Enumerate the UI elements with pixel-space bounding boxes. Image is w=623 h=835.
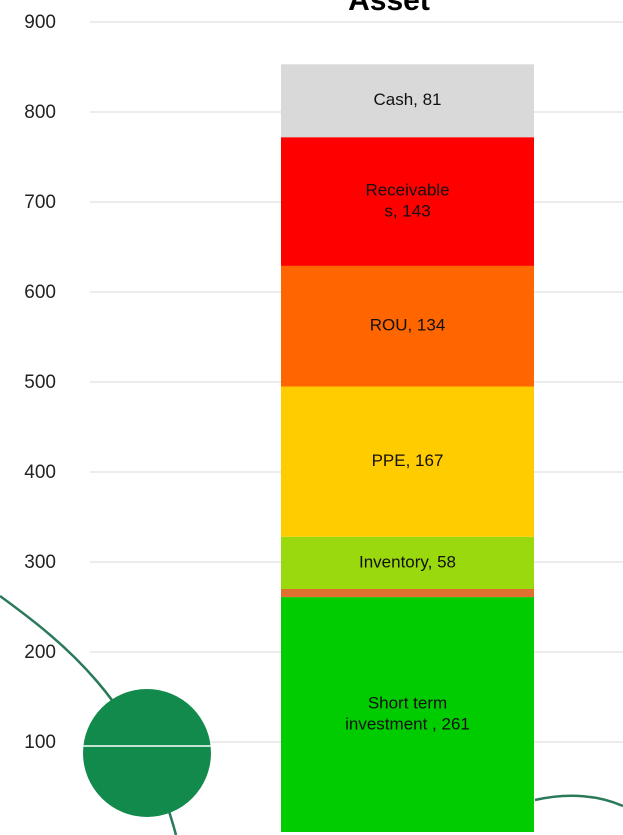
y-tick-label: 800 (24, 102, 56, 123)
bar-segment (281, 597, 534, 832)
y-tick-label: 200 (24, 642, 56, 663)
bars: Short term investment , 261 Inventory, 58 P… (281, 64, 534, 832)
chart-title: Asset (348, 0, 430, 17)
bar-segment (281, 386, 534, 537)
bar-segment (281, 589, 534, 598)
y-tick-label: 300 (24, 552, 56, 573)
y-tick-label: 600 (24, 282, 56, 303)
decor-circle (83, 689, 211, 817)
decor-curve (534, 794, 623, 808)
y-tick-label: 400 (24, 462, 56, 483)
y-tick-label: 100 (24, 732, 56, 753)
y-tick-label: 500 (24, 372, 56, 393)
data-label: Receivable (365, 181, 449, 200)
data-label: PPE, 167 (372, 451, 444, 470)
data-label: s, 143 (384, 202, 430, 221)
data-label: Cash, 81 (373, 90, 441, 109)
data-label: ROU, 134 (370, 316, 446, 335)
data-label: investment , 261 (345, 715, 470, 734)
bar-segment (281, 536, 534, 589)
bar-segment (281, 137, 534, 266)
data-label: Inventory, 58 (359, 552, 456, 571)
data-label: Short term (368, 694, 447, 713)
y-tick-label: 700 (24, 192, 56, 213)
y-tick-label: 900 (24, 12, 56, 33)
bar-segment (281, 64, 534, 138)
bar-segment (281, 265, 534, 387)
